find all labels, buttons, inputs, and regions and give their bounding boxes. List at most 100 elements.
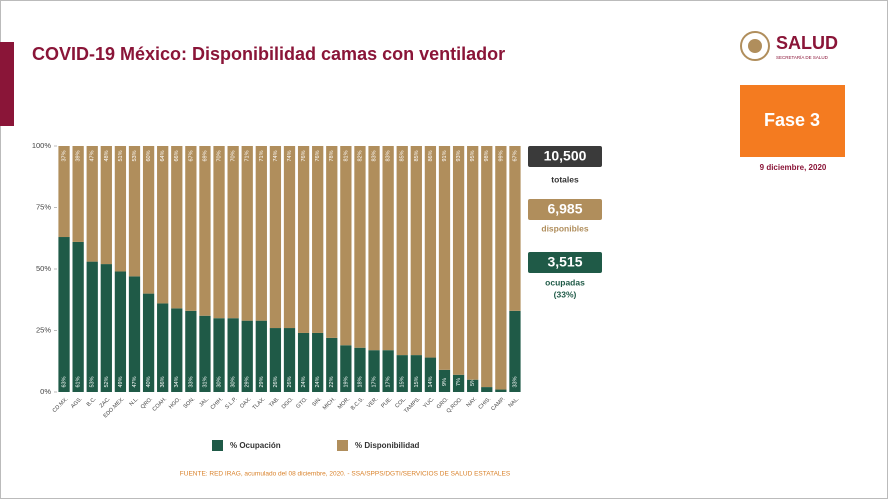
value-label: 83% xyxy=(371,150,377,161)
value-label: 30% xyxy=(231,376,237,387)
value-label: 70% xyxy=(216,150,222,161)
bar-segment xyxy=(326,146,338,338)
bar-segment xyxy=(171,146,183,309)
value-label: 76% xyxy=(315,150,321,161)
phase-box xyxy=(740,85,845,157)
value-label: 85% xyxy=(400,150,406,161)
value-label: 22% xyxy=(329,376,335,387)
total-box xyxy=(528,146,602,167)
value-label: 69% xyxy=(202,150,208,161)
value-label: 95% xyxy=(470,150,476,161)
value-label: 33% xyxy=(512,376,518,387)
value-label: 19% xyxy=(343,376,349,387)
available-value: 6,985 xyxy=(547,201,582,217)
bar-segment xyxy=(72,146,84,242)
phase-label: Fase 3 xyxy=(764,110,820,130)
bar-segment xyxy=(312,332,324,392)
y-tick-label: 75% xyxy=(36,202,51,211)
value-label: 30% xyxy=(216,376,222,387)
legend-swatch xyxy=(337,440,348,451)
value-label: 98% xyxy=(484,150,490,161)
value-label: 29% xyxy=(259,376,265,387)
value-label: 70% xyxy=(231,150,237,161)
bar-segment xyxy=(424,146,437,358)
legend-swatch xyxy=(212,440,223,451)
date: 9 diciembre, 2020 xyxy=(760,163,827,172)
value-label: 52% xyxy=(104,376,110,387)
bar-segment xyxy=(452,146,465,375)
value-label: 26% xyxy=(273,376,279,387)
bar-segment xyxy=(283,146,296,329)
bar-segment xyxy=(424,357,437,392)
bar-segment xyxy=(269,328,282,392)
value-label: 85% xyxy=(414,150,420,161)
occupied-pct: (33%) xyxy=(554,289,577,299)
bar-segment xyxy=(340,345,352,392)
value-label: 74% xyxy=(287,150,293,161)
bar-segment xyxy=(297,146,310,333)
bar-segment xyxy=(72,241,84,392)
value-label: 51% xyxy=(118,150,124,161)
value-label: 36% xyxy=(160,376,166,387)
bar-segment xyxy=(142,293,155,392)
logo-subtitle: SECRETARÍA DE SALUD xyxy=(776,54,829,60)
value-label: 29% xyxy=(245,376,251,387)
value-label: 64% xyxy=(160,150,166,161)
value-label: 47% xyxy=(90,150,96,161)
value-label: 71% xyxy=(259,150,265,161)
value-label: 78% xyxy=(329,150,335,161)
bar-segment xyxy=(382,350,394,392)
bar-segment xyxy=(185,146,197,311)
bar-segment xyxy=(382,146,394,351)
value-label: 82% xyxy=(357,150,363,161)
value-label: 18% xyxy=(357,376,363,387)
y-tick-label: 50% xyxy=(36,264,51,273)
value-label: 37% xyxy=(61,150,67,161)
chart: 0%25%50%75%100%63%37%CD.MX.61%39%AGS.53%… xyxy=(32,141,521,451)
bar-segment xyxy=(368,146,380,351)
available-label: disponibles xyxy=(541,223,589,233)
value-label: 60% xyxy=(146,150,152,161)
value-label: 9% xyxy=(442,378,448,386)
bar-segment xyxy=(255,320,267,392)
bar-segment xyxy=(199,315,211,392)
value-label: 17% xyxy=(371,376,377,387)
total-value: 10,500 xyxy=(544,148,587,164)
accent-strip xyxy=(0,42,14,126)
legend-label: % Ocupación xyxy=(230,441,281,450)
bar-segment xyxy=(58,237,70,392)
bar-segment xyxy=(157,146,169,304)
legend-label: % Disponibilidad xyxy=(355,441,420,450)
value-label: 71% xyxy=(245,150,251,161)
value-label: 74% xyxy=(273,150,279,161)
logo-text: SALUD xyxy=(776,33,838,53)
bar-segment xyxy=(241,146,253,321)
value-label: 26% xyxy=(287,376,293,387)
logo-emblem-center xyxy=(748,39,762,53)
bar-segment xyxy=(481,146,493,388)
bar-segment xyxy=(396,146,408,356)
value-label: 5% xyxy=(470,378,476,386)
bar-segment xyxy=(255,146,267,321)
bar-segment xyxy=(438,146,451,370)
bar-segment xyxy=(396,355,408,392)
value-label: 31% xyxy=(202,376,208,387)
bar-segment xyxy=(241,320,253,392)
bar-segment xyxy=(340,146,352,346)
bar-segment xyxy=(467,146,479,380)
bar-segment xyxy=(495,146,507,390)
bar-segment xyxy=(326,337,338,392)
bar-segment xyxy=(227,146,239,319)
bar-segment xyxy=(368,350,380,392)
y-tick-label: 100% xyxy=(32,141,52,150)
bar-segment xyxy=(142,146,155,294)
footnote: FUENTE: RED IRAG, acumulado del 08 dicie… xyxy=(180,471,511,478)
bar-segment xyxy=(157,303,169,392)
bar-segment xyxy=(438,369,451,392)
bar-segment xyxy=(269,146,282,329)
y-tick-label: 0% xyxy=(40,387,51,396)
available-box xyxy=(528,199,602,220)
value-label: 67% xyxy=(188,150,194,161)
